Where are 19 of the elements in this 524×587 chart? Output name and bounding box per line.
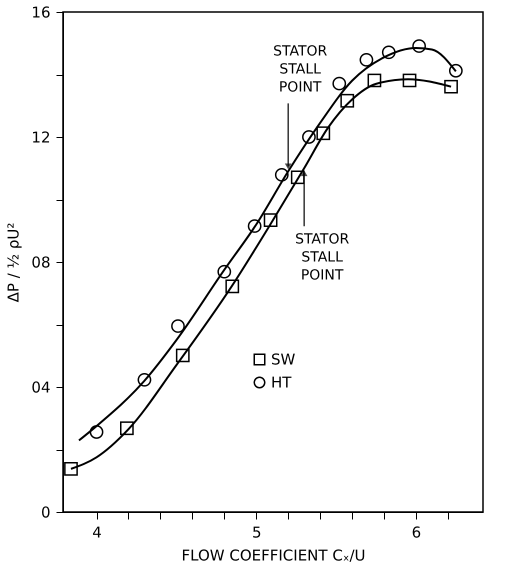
- point: [444, 80, 458, 94]
- x-tick-label: 5: [252, 524, 262, 542]
- legend-label: HT: [271, 374, 292, 392]
- y-tick-label: 0: [40, 504, 50, 522]
- point: [360, 52, 374, 67]
- annotation: STATOR STALL POINT: [295, 231, 350, 284]
- point: [332, 76, 346, 90]
- annotation: STATOR STALL POINT: [273, 43, 328, 96]
- x-tick-label: 6: [412, 524, 422, 542]
- y-tick-label: 08: [31, 254, 50, 272]
- point: [64, 462, 78, 476]
- x-axis-title: FLOW COEFFICIENT Cₓ/U: [182, 546, 366, 564]
- y-axis-title: ΔP / ½ ρU²: [4, 222, 22, 302]
- y-tick-label: 16: [31, 4, 50, 22]
- y-tick-label: 04: [31, 378, 50, 396]
- x-tick-label: 4: [92, 524, 102, 542]
- y-tick-label: 12: [31, 128, 50, 146]
- point: [171, 319, 185, 333]
- legend-label: SW: [271, 350, 296, 368]
